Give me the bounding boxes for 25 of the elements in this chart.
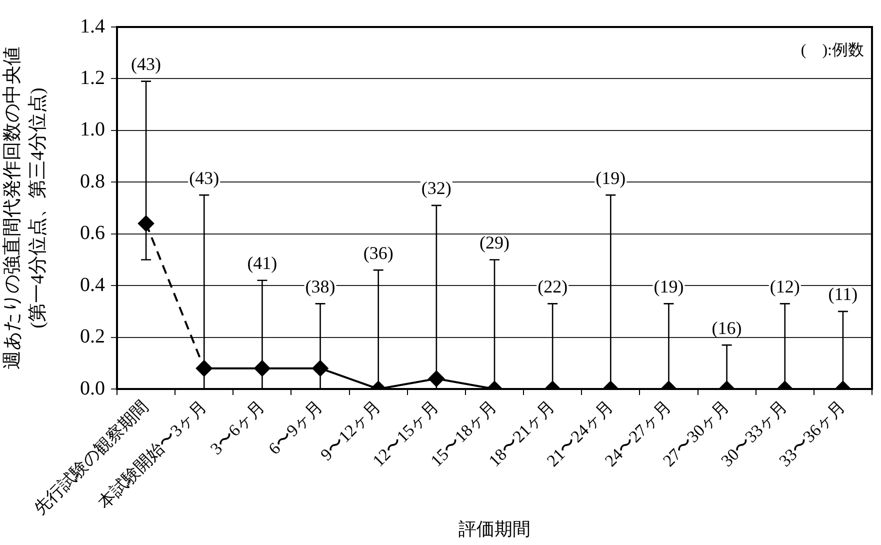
annotation: (12): [770, 276, 800, 296]
y-tick-label: 0.6: [80, 222, 105, 244]
y-tick-label: 0.0: [80, 377, 105, 400]
annotation: (11): [828, 284, 858, 304]
y-tick-label: 1.4: [80, 15, 105, 38]
annotation: (43): [189, 168, 220, 188]
y-tick-label: 0.8: [80, 170, 105, 192]
annotation: (36): [363, 242, 394, 263]
annotation: (19): [596, 168, 626, 188]
annotation: (41): [247, 253, 278, 274]
y-tick-label: 1.2: [80, 66, 105, 89]
y-tick-label: 1.0: [80, 118, 105, 141]
x-tick-label: 3〜6ヶ月: [206, 396, 268, 458]
x-axis-title: 評価期間: [458, 518, 530, 539]
annotation: (19): [654, 276, 684, 296]
y-tick-label: 0.2: [80, 326, 105, 348]
annotation: (16): [712, 318, 742, 338]
annotation: ( ):例数: [800, 42, 864, 60]
y-axis-title: 週あたりの強直間代発作回数の中央値 (第一4分位点、第三4分位点): [2, 46, 48, 370]
annotation: (38): [305, 276, 336, 296]
y-tick-label: 0.4: [80, 274, 105, 296]
annotation: (29): [480, 232, 510, 252]
annotation: (32): [421, 178, 452, 198]
annotation: (43): [131, 54, 162, 74]
annotation: (22): [538, 276, 568, 296]
